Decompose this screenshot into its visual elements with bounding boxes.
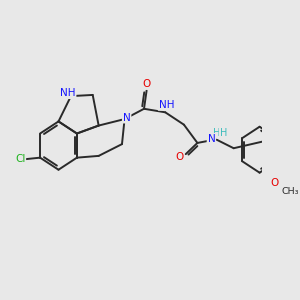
Text: Cl: Cl bbox=[15, 154, 25, 164]
Text: O: O bbox=[270, 178, 279, 188]
Text: N: N bbox=[123, 112, 130, 123]
Text: H: H bbox=[220, 128, 227, 138]
Text: O: O bbox=[142, 79, 151, 89]
Text: H: H bbox=[213, 128, 221, 138]
Text: O: O bbox=[175, 152, 183, 162]
Text: NH: NH bbox=[158, 100, 174, 110]
Text: CH₃: CH₃ bbox=[282, 187, 299, 196]
Text: N: N bbox=[208, 134, 215, 144]
Text: NH: NH bbox=[60, 88, 76, 98]
